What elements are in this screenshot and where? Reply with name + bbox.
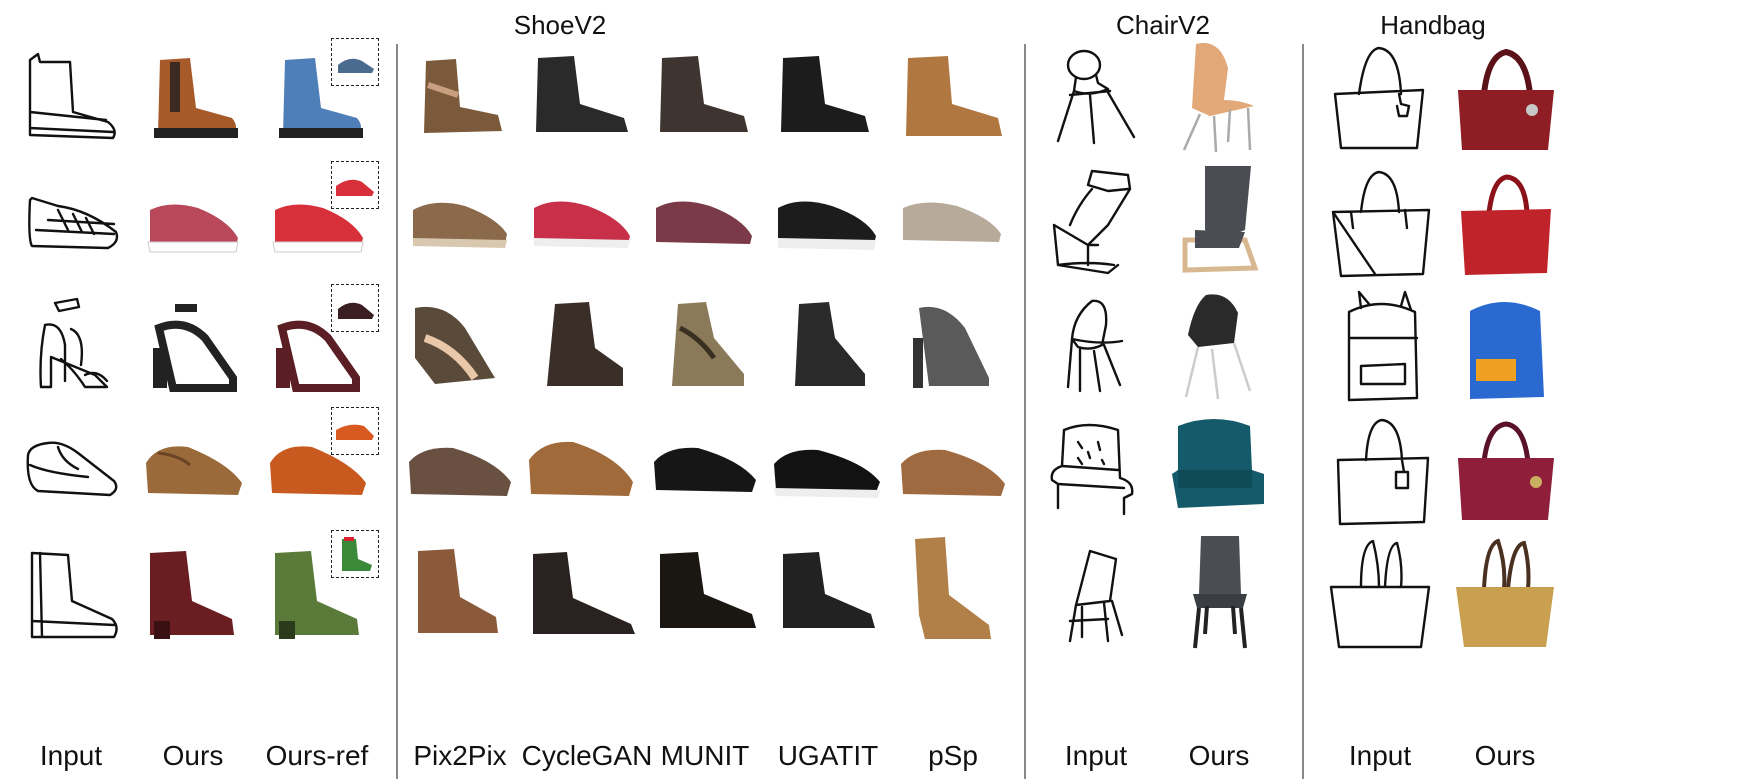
shoe-ref-thumb-3 <box>331 284 379 332</box>
shoe-ref-loafer <box>262 435 372 505</box>
pix2pix-sneaker <box>405 190 513 255</box>
cyclegan-boot <box>528 52 636 142</box>
label-chair-input: Input <box>1064 740 1128 771</box>
separator-right <box>1302 44 1304 779</box>
bag-ours-5 <box>1450 535 1560 653</box>
label-chair-ours: Ours <box>1188 740 1250 771</box>
munit-sneaker <box>648 190 758 255</box>
pix2pix-ankle-boot <box>408 545 508 640</box>
shoe-sketch-sneaker <box>18 180 123 260</box>
chair-ours-4 <box>1158 408 1280 530</box>
chair-ours-1 <box>1170 38 1265 153</box>
munit-loafer <box>648 438 760 500</box>
label-psp: pSp <box>928 740 978 771</box>
ugatit-boot <box>773 52 878 142</box>
chair-sketch-3 <box>1060 295 1135 395</box>
label-cyclegan: CycleGAN <box>521 740 653 771</box>
pix2pix-boot <box>408 55 508 140</box>
shoe-sketch-boot <box>18 50 123 150</box>
bag-sketch-4 <box>1330 412 1435 530</box>
bag-sketch-5 <box>1325 535 1435 653</box>
shoe-sketch-loafer <box>18 435 123 505</box>
cyclegan-sandal <box>535 298 630 393</box>
label-bag-input: Input <box>1348 740 1412 771</box>
shoe-ref-sandal <box>268 298 363 398</box>
munit-boot <box>652 52 757 142</box>
shoe-ref-thumb-4 <box>331 407 379 455</box>
shoe-ours-sandal <box>145 298 240 398</box>
bag-ours-4 <box>1450 412 1560 527</box>
label-ours-ref: Ours-ref <box>265 740 369 771</box>
shoe-ours-boot <box>140 48 245 148</box>
section-title-shoev2: ShoeV2 <box>513 10 607 40</box>
bag-sketch-2 <box>1325 162 1437 282</box>
shoe-ours-loafer <box>138 435 248 505</box>
shoe-ref-sneaker <box>265 190 370 260</box>
shoe-sketch-ankle-boot <box>18 545 123 645</box>
chair-ours-3 <box>1158 285 1280 405</box>
shoe-ours-ankle-boot <box>140 545 245 645</box>
chair-sketch-2 <box>1048 165 1140 280</box>
psp-ankle-boot <box>905 535 1000 647</box>
label-pix2pix: Pix2Pix <box>413 740 507 771</box>
chair-ours-2 <box>1165 160 1275 280</box>
pix2pix-sandal <box>405 298 505 393</box>
chair-sketch-5 <box>1062 545 1132 645</box>
separator-left <box>396 44 398 779</box>
ugatit-sneaker <box>770 190 882 258</box>
ugatit-ankle-boot <box>775 548 880 633</box>
label-munit: MUNIT <box>660 740 750 771</box>
section-title-chairv2: ChairV2 <box>1116 10 1210 40</box>
cyclegan-ankle-boot <box>525 548 640 640</box>
shoe-ref-thumb-5 <box>331 530 379 578</box>
label-bag-ours: Ours <box>1474 740 1536 771</box>
psp-sneaker <box>895 192 1007 252</box>
shoe-ref-boot <box>265 48 370 148</box>
cyclegan-sneaker <box>526 190 636 255</box>
bag-ours-2 <box>1455 165 1555 280</box>
label-ours: Ours <box>162 740 224 771</box>
label-ugatit: UGATIT <box>777 740 879 771</box>
shoe-ref-thumb-2 <box>331 161 379 209</box>
section-title-handbag: Handbag <box>1380 10 1486 40</box>
shoe-ref-ankle-boot <box>265 545 370 645</box>
ugatit-loafer <box>768 440 886 505</box>
munit-sandal <box>660 298 750 393</box>
ugatit-sandal <box>785 298 870 393</box>
chair-sketch-1 <box>1050 45 1140 150</box>
munit-ankle-boot <box>652 548 762 633</box>
chair-sketch-4 <box>1048 418 1140 518</box>
shoe-ref-thumb-1 <box>331 38 379 86</box>
bag-ours-3 <box>1460 285 1550 405</box>
chair-ours-5 <box>1185 530 1255 650</box>
label-input: Input <box>39 740 103 771</box>
psp-boot <box>898 52 1008 144</box>
separator-middle <box>1024 44 1026 779</box>
pix2pix-loafer <box>403 438 515 503</box>
bag-ours-1 <box>1450 40 1560 155</box>
shoe-ours-sneaker <box>140 190 245 260</box>
psp-loafer <box>895 440 1010 505</box>
cyclegan-loafer <box>523 430 638 505</box>
shoe-sketch-sandal <box>25 295 120 395</box>
psp-sandal <box>905 298 995 393</box>
bag-sketch-3 <box>1335 288 1430 406</box>
bag-sketch-1 <box>1325 40 1435 155</box>
